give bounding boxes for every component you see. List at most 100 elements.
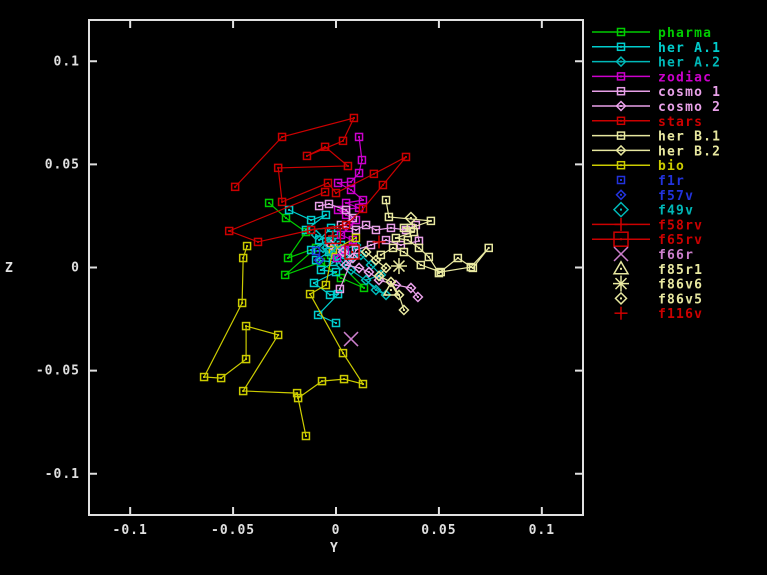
data-point <box>399 247 409 257</box>
data-point <box>216 373 226 383</box>
data-point <box>306 215 316 225</box>
data-point <box>273 330 283 340</box>
data-point <box>349 113 359 123</box>
series-f57v <box>313 254 325 266</box>
data-point <box>241 321 251 331</box>
data-point <box>401 152 411 162</box>
data-point <box>403 235 413 245</box>
legend-label: f86v6 <box>658 278 703 293</box>
y-tick-label: 0.1 <box>54 54 80 69</box>
data-point <box>343 331 359 347</box>
data-point <box>331 188 341 198</box>
data-point <box>424 252 434 262</box>
data-point <box>241 354 251 364</box>
legend-marker-square-icon <box>616 27 626 37</box>
series-line <box>268 202 365 289</box>
data-point <box>484 243 493 253</box>
legend-label: zodiac <box>658 70 712 85</box>
legend-item-bio: bio <box>592 159 684 174</box>
legend-item-f58rv: f58rv <box>592 217 702 233</box>
axis-ticks: -0.1 -0.05 0 0.05 0.1 -0.1 -0.05 0 0.05 0.1 <box>36 20 583 538</box>
data-point <box>370 254 382 266</box>
data-point <box>416 260 426 270</box>
data-point <box>306 225 316 235</box>
data-point <box>331 267 341 277</box>
legend-item-stars: stars <box>592 115 702 130</box>
data-point <box>339 374 349 384</box>
legend-marker-diamond-dot-icon <box>614 291 628 305</box>
data-point <box>340 259 352 271</box>
data-point <box>237 298 247 308</box>
data-point <box>361 220 371 230</box>
data-point <box>280 270 290 280</box>
series-f86v5 <box>404 211 418 225</box>
series-line <box>330 244 419 298</box>
data-point <box>314 201 324 211</box>
data-point <box>320 142 330 152</box>
legend-label: f86v5 <box>658 292 703 307</box>
legend-label: f57v <box>658 189 694 204</box>
data-point <box>293 393 303 403</box>
data-point <box>332 253 342 263</box>
x-tick-label: 0.1 <box>529 523 555 538</box>
legend-label: f66r <box>658 248 694 263</box>
data-point <box>412 291 424 303</box>
legend-item-her-B-2: her B.2 <box>592 144 720 159</box>
legend-marker-plus-icon <box>614 306 628 320</box>
data-point <box>230 182 240 192</box>
x-tick-label: -0.1 <box>113 523 148 538</box>
data-point <box>354 132 364 142</box>
series-her-B-2 <box>360 246 410 316</box>
data-point <box>305 289 315 299</box>
legend-item-her-A-1: her A.1 <box>592 41 721 56</box>
data-point <box>409 227 419 237</box>
legend-marker-diamond-icon <box>615 56 627 68</box>
data-point <box>434 268 444 278</box>
x-axis-title: Y <box>330 541 339 556</box>
data-point <box>301 431 311 441</box>
data-point <box>331 318 341 328</box>
data-point <box>306 245 316 255</box>
legend-item-f57v: f57v <box>615 189 694 204</box>
legend-marker-square-icon <box>616 116 626 126</box>
series-stars <box>224 113 411 247</box>
data-point <box>337 246 349 258</box>
data-point <box>277 197 287 207</box>
legend-label: her A.1 <box>658 41 721 56</box>
legend-marker-diamond-icon <box>615 144 627 156</box>
legend-item-her-B-1: her B.1 <box>592 130 720 145</box>
data-point <box>325 290 335 300</box>
data-point <box>323 178 333 188</box>
legend-marker-square-icon <box>616 175 626 185</box>
data-point <box>371 225 381 235</box>
plot-frame <box>88 19 584 516</box>
legend-label: f85r1 <box>658 263 703 278</box>
series-f49v <box>320 239 338 256</box>
data-point <box>466 262 476 272</box>
data-point <box>333 178 343 188</box>
legend-item-zodiac: zodiac <box>592 70 712 85</box>
data-point <box>351 233 361 243</box>
series-f85r1 <box>382 281 400 296</box>
legend-item-f86v5: f86v5 <box>614 291 703 307</box>
series-bio <box>199 233 368 441</box>
legend-marker-square-icon <box>616 86 626 96</box>
data-point <box>253 237 263 247</box>
data-point <box>363 266 375 278</box>
data-point <box>398 304 410 316</box>
data-point <box>199 372 209 382</box>
data-point <box>335 284 345 294</box>
x-tick-label: 0.05 <box>421 523 456 538</box>
legend-item-f49v: f49v <box>612 201 693 219</box>
series-cosmo-2 <box>325 239 424 303</box>
y-tick-label: -0.1 <box>45 467 80 482</box>
data-point <box>224 226 234 236</box>
legend-label: her A.2 <box>658 56 721 71</box>
legend-marker-triangle-dot-icon <box>612 260 630 275</box>
legend-item-f1r: f1r <box>616 174 684 189</box>
legend-item-f65rv: f65rv <box>592 231 702 248</box>
data-point <box>341 205 351 215</box>
data-point <box>321 280 331 290</box>
data-point <box>320 187 330 197</box>
